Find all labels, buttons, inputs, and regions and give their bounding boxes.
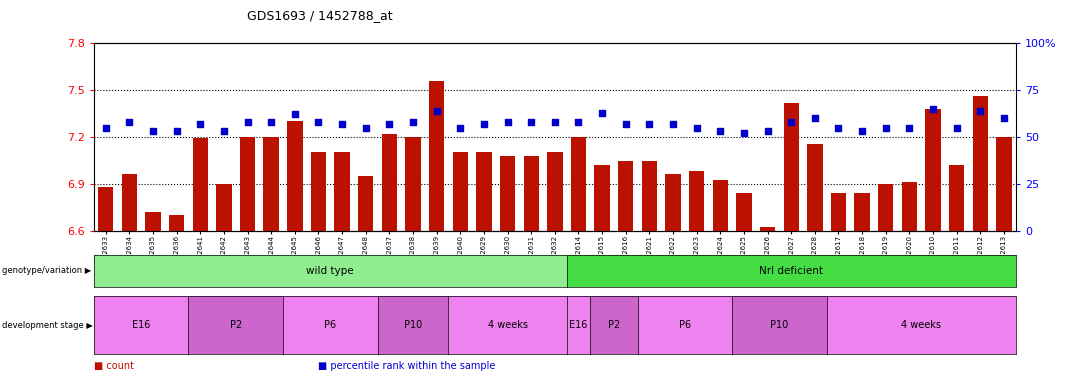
Bar [997,137,1012,231]
Bar [666,174,681,231]
Point [334,121,351,127]
Point [593,110,610,116]
Bar [429,81,444,231]
Bar [359,176,373,231]
Bar [405,137,420,231]
Point [97,124,114,130]
Point [877,124,894,130]
Text: ■ count: ■ count [94,361,133,371]
Point [854,128,871,134]
Point [783,119,800,125]
Point [428,108,445,114]
Bar [547,153,562,231]
Text: genotype/variation ▶: genotype/variation ▶ [2,266,92,275]
Bar [641,161,657,231]
Point [735,130,752,136]
Point [949,124,966,130]
Bar [334,153,350,231]
Text: P2: P2 [608,320,620,330]
Point [144,128,161,134]
Point [712,128,729,134]
Bar [878,184,893,231]
Point [239,119,256,125]
Point [641,121,658,127]
Text: development stage ▶: development stage ▶ [2,321,93,330]
Point [665,121,682,127]
Point [451,124,468,130]
Bar [571,137,586,231]
Bar [287,121,303,231]
Text: P10: P10 [404,320,423,330]
Point [262,119,280,125]
Point [830,124,847,130]
Point [570,119,587,125]
Text: P2: P2 [229,320,242,330]
Bar [973,96,988,231]
Point [286,111,303,117]
Bar [98,187,113,231]
Text: 4 weeks: 4 weeks [488,320,527,330]
Bar [499,156,515,231]
Text: 4 weeks: 4 weeks [902,320,941,330]
Text: Nrl deficient: Nrl deficient [760,266,824,276]
Point [309,119,327,125]
Bar [122,174,137,231]
Bar [192,138,208,231]
Bar [949,165,965,231]
Text: P10: P10 [770,320,789,330]
Text: E16: E16 [132,320,150,330]
Point [169,128,186,134]
Bar [925,109,941,231]
Point [357,124,375,130]
Point [404,119,421,125]
Point [901,124,918,130]
Point [617,121,634,127]
Point [546,119,563,125]
Point [192,121,209,127]
Point [476,121,493,127]
Point [688,124,705,130]
Bar [594,165,610,231]
Point [807,115,824,121]
Point [996,115,1013,121]
Bar [807,144,823,231]
Bar [217,184,232,231]
Bar [855,193,870,231]
Bar [145,212,161,231]
Bar [760,227,776,231]
Text: wild type: wild type [306,266,354,276]
Point [499,119,516,125]
Text: P6: P6 [324,320,336,330]
Bar [618,161,634,231]
Text: ■ percentile rank within the sample: ■ percentile rank within the sample [318,361,495,371]
Point [972,108,989,114]
Point [523,119,540,125]
Bar [452,153,468,231]
Text: E16: E16 [570,320,588,330]
Bar [831,193,846,231]
Bar [902,182,918,231]
Bar [240,137,255,231]
Point [216,128,233,134]
Bar [310,153,327,231]
Bar [476,153,492,231]
Bar [382,134,397,231]
Bar [264,137,278,231]
Point [759,128,776,134]
Point [924,106,941,112]
Bar [689,171,704,231]
Bar [524,156,539,231]
Text: P6: P6 [679,320,691,330]
Bar [736,193,751,231]
Bar [783,103,799,231]
Point [381,121,398,127]
Bar [713,180,728,231]
Point [121,119,138,125]
Bar [169,215,185,231]
Text: GDS1693 / 1452788_at: GDS1693 / 1452788_at [248,9,393,22]
